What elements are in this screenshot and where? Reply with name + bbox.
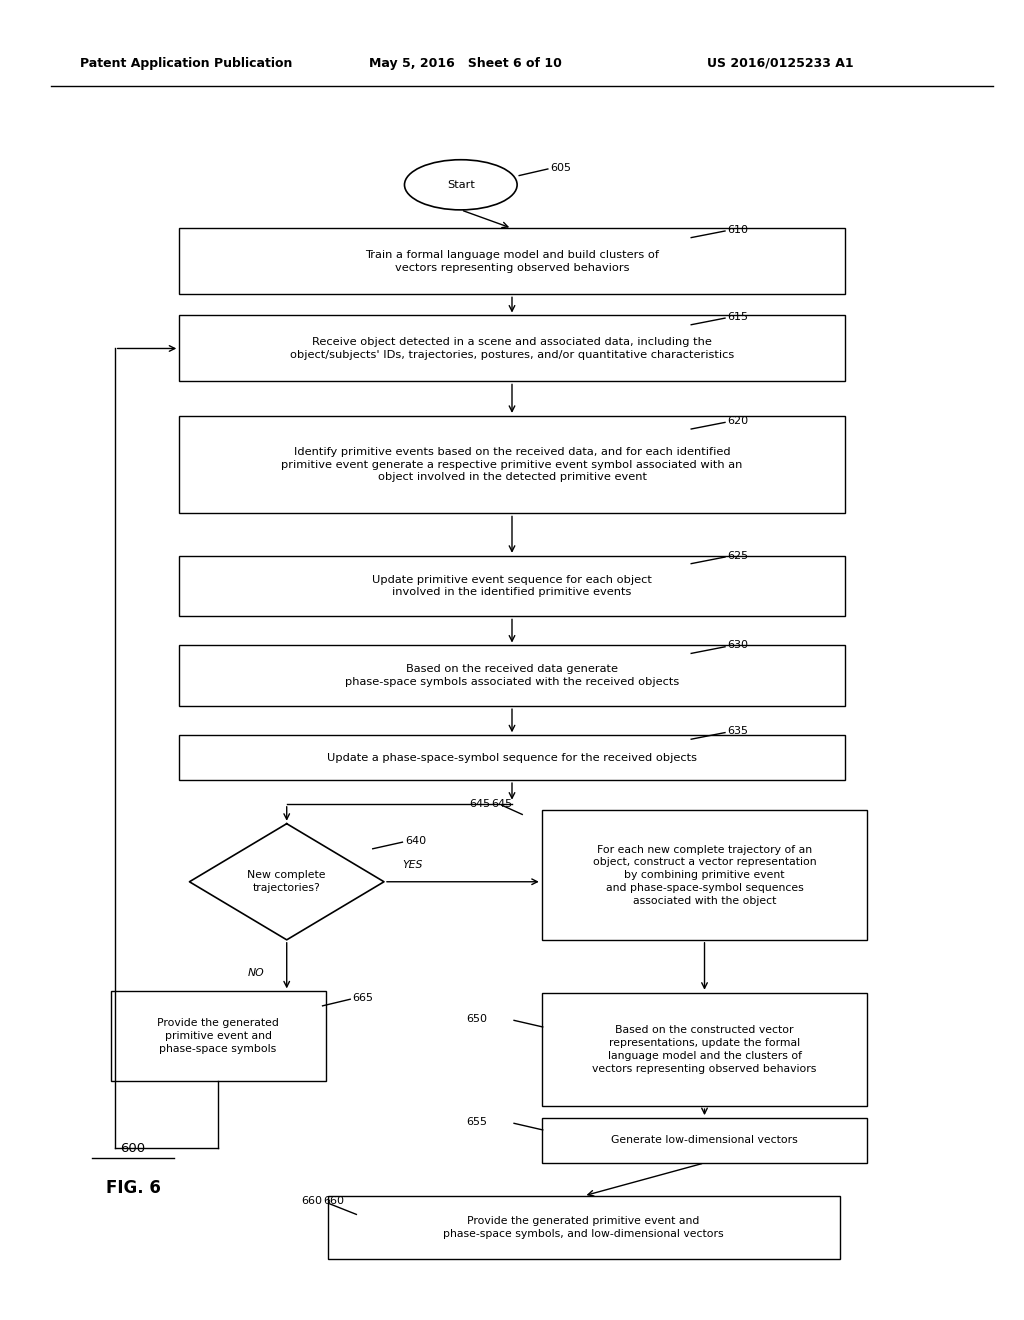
Text: Patent Application Publication: Patent Application Publication [80, 57, 292, 70]
Text: 665: 665 [352, 993, 374, 1003]
Text: 660: 660 [301, 1196, 323, 1206]
Text: Based on the received data generate
phase-space symbols associated with the rece: Based on the received data generate phas… [345, 664, 679, 688]
Text: Based on the constructed vector
representations, update the formal
language mode: Based on the constructed vector represen… [592, 1026, 817, 1073]
Text: Update a phase-space-symbol sequence for the received objects: Update a phase-space-symbol sequence for… [327, 752, 697, 763]
Text: For each new complete trajectory of an
object, construct a vector representation: For each new complete trajectory of an o… [593, 845, 816, 906]
Text: Provide the generated primitive event and
phase-space symbols, and low-dimension: Provide the generated primitive event an… [443, 1216, 724, 1239]
Text: 655: 655 [466, 1117, 487, 1127]
Text: 650: 650 [466, 1014, 487, 1024]
Text: Train a formal language model and build clusters of
vectors representing observe: Train a formal language model and build … [365, 249, 659, 273]
Text: 615: 615 [727, 312, 749, 322]
Text: 625: 625 [727, 550, 749, 561]
Text: 620: 620 [727, 416, 749, 426]
Text: 610: 610 [727, 224, 749, 235]
Text: 635: 635 [727, 726, 749, 737]
Text: Update primitive event sequence for each object
involved in the identified primi: Update primitive event sequence for each… [372, 574, 652, 598]
Text: 630: 630 [727, 640, 749, 651]
Text: 645: 645 [469, 799, 490, 809]
Text: Generate low-dimensional vectors: Generate low-dimensional vectors [611, 1135, 798, 1146]
Text: 605: 605 [550, 162, 571, 173]
Text: May 5, 2016   Sheet 6 of 10: May 5, 2016 Sheet 6 of 10 [369, 57, 561, 70]
Text: FIG. 6: FIG. 6 [105, 1179, 161, 1197]
Text: NO: NO [248, 968, 264, 978]
Text: 645: 645 [492, 799, 513, 809]
Text: Identify primitive events based on the received data, and for each identified
pr: Identify primitive events based on the r… [282, 447, 742, 482]
Text: 660: 660 [324, 1196, 345, 1206]
Text: New complete
trajectories?: New complete trajectories? [248, 870, 326, 894]
Text: US 2016/0125233 A1: US 2016/0125233 A1 [707, 57, 853, 70]
Text: Start: Start [446, 180, 475, 190]
Text: 600: 600 [121, 1142, 145, 1155]
Text: YES: YES [402, 859, 423, 870]
Text: Provide the generated
primitive event and
phase-space symbols: Provide the generated primitive event an… [157, 1019, 280, 1053]
Text: Receive object detected in a scene and associated data, including the
object/sub: Receive object detected in a scene and a… [290, 337, 734, 360]
Text: 640: 640 [406, 836, 427, 846]
